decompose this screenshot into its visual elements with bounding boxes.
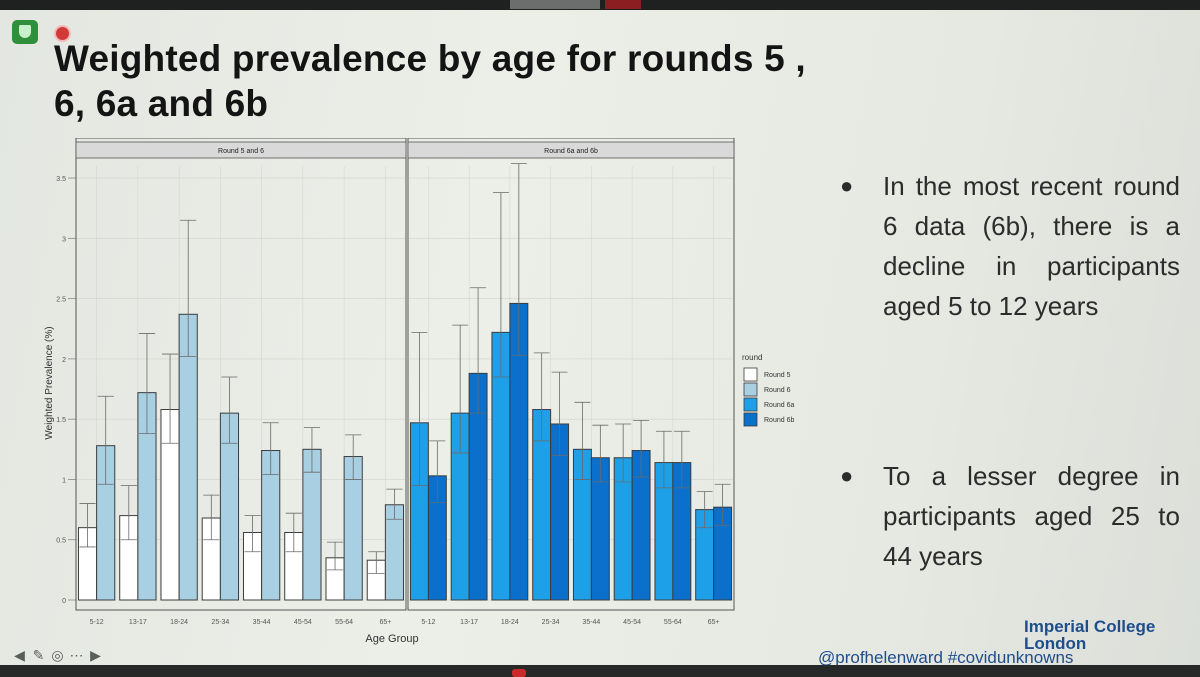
bullet-list: ● In the most recent round 6 data (6b), … (840, 166, 1180, 571)
zoom-icon[interactable]: ◎ (51, 647, 64, 663)
bullet-dot-icon: ● (840, 173, 854, 198)
x-tick-label: 65+ (379, 619, 391, 626)
pen-icon[interactable]: ✎ (32, 647, 45, 663)
x-tick-label: 18-24 (501, 619, 519, 626)
legend-label: Round 5 (764, 372, 791, 379)
x-tick-label: 5-12 (90, 619, 104, 626)
y-tick-label: 1 (62, 477, 66, 484)
facet-panel (407, 138, 735, 611)
slide-title: Weighted prevalence by age for rounds 5 … (54, 36, 806, 126)
x-axis-label: Age Group (365, 633, 418, 645)
title-line-2: 6, 6a and 6b (54, 83, 269, 124)
legend-swatch (743, 412, 758, 427)
bullet-text: To a lesser degree in participants aged … (883, 461, 1180, 571)
x-tick-label: 13-17 (129, 619, 147, 626)
shield-icon[interactable] (12, 20, 38, 44)
previous-slide-icon[interactable]: ◀ (14, 647, 25, 663)
legend-label: Round 6 (764, 387, 791, 394)
slide-screen: Weighted prevalence by age for rounds 5 … (0, 8, 1200, 667)
logo-line-1: Imperial College (1024, 617, 1156, 636)
legend-swatch (743, 382, 758, 397)
x-tick-label: 45-54 (294, 619, 312, 626)
notification-badge[interactable] (512, 669, 526, 677)
facet-header (407, 141, 735, 159)
meeting-top-bar (0, 0, 1200, 10)
y-tick-label: 2.5 (56, 297, 66, 304)
facet-header (75, 141, 407, 159)
y-axis-label: Weighted Prevalence (%) (44, 326, 55, 439)
bullet-item: ● To a lesser degree in participants age… (840, 456, 1180, 576)
prevalence-chart: Weighted Prevalence (%) 0 0.5 1 1.5 2 2.5 3 3.5 R… (44, 138, 794, 645)
x-tick-label: 55-64 (335, 619, 353, 626)
y-tick-label: 1.5 (56, 417, 66, 424)
bullet-text: In the most recent round 6 data (6b), th… (883, 171, 1180, 321)
legend-label: Round 6a (764, 402, 794, 409)
legend-title: round (742, 353, 762, 362)
slide-toolbar: ◀ ✎ ◎ ⋯ ▶ (12, 648, 103, 663)
bullet-dot-icon: ● (840, 463, 854, 488)
y-tick-label: 3.5 (56, 176, 66, 183)
logo-line-2: London (1024, 634, 1087, 653)
x-tick-label: 35-44 (253, 619, 271, 626)
x-tick-label: 55-64 (664, 619, 682, 626)
bar (178, 313, 198, 601)
y-tick-label: 0 (62, 598, 66, 605)
imperial-logo: Imperial College London (1024, 618, 1155, 652)
x-tick-label: 18-24 (170, 619, 188, 626)
meeting-bottom-bar (0, 665, 1200, 677)
y-tick-label: 3 (62, 236, 66, 243)
legend-label: Round 6b (764, 417, 794, 424)
facet-panel (75, 138, 407, 611)
y-tick-label: 2 (62, 357, 66, 364)
social-handle: @profhelenward #covidunknowns (818, 648, 1074, 667)
y-tick-label: 0.5 (56, 538, 66, 545)
x-tick-label: 13-17 (460, 619, 478, 626)
bullet-item: ● In the most recent round 6 data (6b), … (840, 166, 1180, 326)
x-tick-label: 25-34 (211, 619, 229, 626)
legend-swatch (743, 367, 758, 382)
presenter-tag (510, 0, 600, 9)
x-tick-label: 25-34 (542, 619, 560, 626)
x-tick-label: 65+ (708, 619, 720, 626)
x-tick-label: 35-44 (582, 619, 600, 626)
facet-title: Round 5 and 6 (218, 148, 264, 155)
more-options-icon[interactable]: ⋯ (69, 647, 84, 663)
x-tick-label: 5-12 (421, 619, 435, 626)
facet-title: Round 6a and 6b (544, 148, 598, 155)
x-tick-label: 45-54 (623, 619, 641, 626)
legend-swatch (743, 397, 758, 412)
recording-icon (54, 25, 71, 42)
recording-indicator (605, 0, 641, 9)
next-slide-icon[interactable]: ▶ (90, 647, 101, 663)
title-line-1: Weighted prevalence by age for rounds 5 … (54, 38, 806, 79)
